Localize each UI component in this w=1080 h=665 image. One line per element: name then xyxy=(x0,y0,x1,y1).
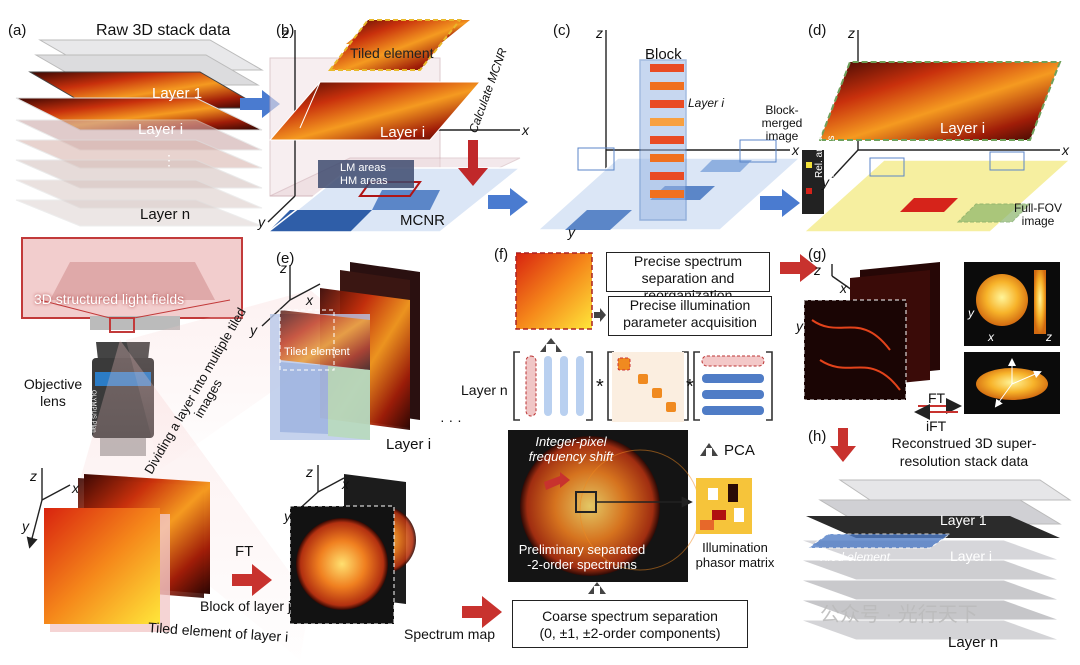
panel-a-layeri: Layer i xyxy=(138,121,184,138)
panel-c-merged: Block-merged image xyxy=(761,103,803,143)
h-layer1: Layer 1 xyxy=(940,512,987,528)
f-star-1: * xyxy=(596,376,604,398)
panel-e-tiled: Tiled element xyxy=(284,346,350,358)
optics-lens-text: OLYMPUS Plan Apo N 60X/1.42 Oil ∞/0.17/F… xyxy=(76,390,96,438)
panel-bottom-left xyxy=(26,465,502,632)
bl-spectrum: Spectrum map xyxy=(404,626,496,642)
panel-e-layeri: Layer i xyxy=(386,436,432,453)
panel-b-layeri: Layer i xyxy=(380,124,426,141)
bl-y2: y xyxy=(284,508,291,524)
panel-b-tiled: Tiled element xyxy=(350,45,434,61)
bl-z2: z xyxy=(306,464,313,480)
watermark: 公众号 · 光行天下 xyxy=(820,604,978,626)
panel-b-mcnr: MCNR xyxy=(400,212,445,229)
h-title: Reconstrued 3D super-resolution stack da… xyxy=(891,435,1037,469)
bl-blockj: Block of layer j xyxy=(200,598,292,614)
panel-label-c: (c) xyxy=(553,22,571,39)
panel-e-layern: Layer n xyxy=(461,382,508,398)
panel-d-fullfov: Full-FOV image xyxy=(1014,201,1062,228)
optics-structured: 3D structured light fields xyxy=(34,291,185,307)
panel-d-rel: Rel. areas xyxy=(814,132,825,178)
panel-e-z: z xyxy=(280,260,287,276)
panel-c-grid xyxy=(536,30,802,231)
f-phasor: Illumination phasor matrix xyxy=(695,540,775,570)
panel-b-y: y xyxy=(258,214,265,230)
panel-label-g: (g) xyxy=(808,246,827,263)
arrow-c-to-d xyxy=(760,189,800,217)
panel-b-box xyxy=(265,19,523,233)
f-coarse-box: Coarse spectrum separation (0, ±1, ±2-or… xyxy=(512,600,748,648)
g-ft: FT xyxy=(928,390,946,406)
panel-e-x: x xyxy=(306,292,313,308)
panel-a-layern: Layer n xyxy=(140,206,191,223)
f-integer: Integer-pixel frequency shift xyxy=(528,434,614,464)
panel-d-x: x xyxy=(1062,142,1069,158)
bl-ft: FT xyxy=(235,543,254,560)
panel-c-z: z xyxy=(596,25,603,41)
g-y-small: y xyxy=(968,306,974,320)
bl-x2: x xyxy=(342,476,349,492)
f-precise-ill-box: Precise illumination parameter acquisiti… xyxy=(608,296,772,336)
g-z-small: z xyxy=(1046,330,1052,344)
f-prelim: Preliminary separated -2-order spectrums xyxy=(518,542,646,572)
panel-d-y: y xyxy=(822,174,829,190)
panel-c-x: x xyxy=(792,142,799,158)
g-z: z xyxy=(814,262,821,278)
panel-a-dots: ⋮ xyxy=(162,152,176,168)
panel-a-title: Raw 3D stack data xyxy=(96,22,231,39)
panel-a-stack xyxy=(15,39,264,227)
g-x-small: x xyxy=(988,330,994,344)
panel-c-layeri: Layer i xyxy=(688,96,725,110)
panel-d-layeri: Layer i xyxy=(940,120,986,137)
f-coarse-line1: Coarse spectrum separation xyxy=(542,608,718,624)
arrow-b-to-c xyxy=(488,188,528,216)
g-y: y xyxy=(796,318,803,334)
panel-e-y: y xyxy=(250,322,257,338)
panel-label-f: (f) xyxy=(494,246,509,263)
panel-b-lm: LM areas xyxy=(340,162,386,174)
optics-objective: Objective lens xyxy=(23,376,83,409)
h-tiled: Tiled element xyxy=(818,550,890,564)
f-star-2: * xyxy=(686,376,694,398)
h-layeri: Layer i xyxy=(950,548,993,564)
panel-b-z: z xyxy=(282,25,289,41)
panel-f xyxy=(508,252,773,594)
panel-b-x: x xyxy=(522,122,529,138)
bl-x: x xyxy=(72,480,79,496)
f-pca: PCA xyxy=(724,442,755,459)
panel-d-z: z xyxy=(848,25,855,41)
panel-e-dots: · · · xyxy=(440,412,462,428)
panel-label-a: (a) xyxy=(8,22,27,39)
panel-e xyxy=(261,262,420,440)
g-ift: iFT xyxy=(926,418,947,434)
panel-label-e: (e) xyxy=(276,250,295,267)
f-precise-sep-box: Precise spectrum separation and reorgani… xyxy=(606,252,770,303)
panel-g xyxy=(780,254,1060,462)
panel-label-d: (d) xyxy=(808,22,827,39)
panel-c-block: Block xyxy=(645,46,682,63)
panel-label-h: (h) xyxy=(808,428,827,445)
f-coarse-line2: (0, ±1, ±2-order components) xyxy=(539,625,721,641)
panel-b-hm: HM areas xyxy=(340,175,388,187)
panel-d xyxy=(802,30,1072,233)
h-layern: Layer n xyxy=(948,634,999,651)
bl-y: y xyxy=(22,518,29,534)
panel-a-layer1: Layer 1 xyxy=(152,85,203,102)
panel-h-stack xyxy=(799,479,1072,641)
panel-label-b: (b) xyxy=(276,22,295,39)
panel-c-y: y xyxy=(568,224,575,240)
bl-z: z xyxy=(30,468,37,484)
g-x: x xyxy=(840,280,847,296)
